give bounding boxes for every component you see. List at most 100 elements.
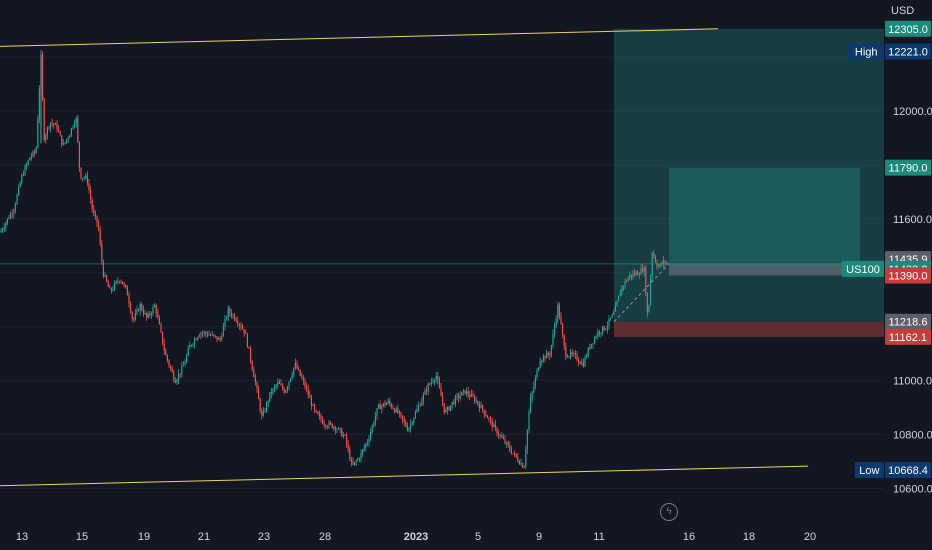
candle-body <box>461 391 463 396</box>
candle-body <box>440 387 442 397</box>
candle-body <box>150 313 152 315</box>
candle-body <box>350 459 352 462</box>
time-tick-label: 16 <box>683 531 695 543</box>
time-tick-label: 2023 <box>404 531 428 543</box>
candle-body <box>13 210 15 214</box>
candle-body <box>496 427 498 434</box>
candle-body <box>494 424 496 428</box>
candle-body <box>110 288 112 291</box>
candle-body <box>645 267 647 295</box>
price-axis[interactable]: 10600.0 10800.0 11000.0 11600.0 12000.0 <box>893 106 932 495</box>
candle-body <box>616 301 618 306</box>
candle-body <box>480 405 482 409</box>
candle-body <box>509 445 511 450</box>
candle-body <box>267 401 269 403</box>
price-tag-box <box>885 462 931 479</box>
candle-body <box>235 319 237 322</box>
candle-body <box>475 400 477 402</box>
candle-body <box>90 190 92 200</box>
candle-body <box>50 122 52 128</box>
candle-body <box>125 284 127 287</box>
candle-body <box>426 390 428 392</box>
candle-body <box>422 394 424 401</box>
candle-body <box>45 134 47 141</box>
candle-body <box>546 352 548 359</box>
candle-body <box>618 296 620 302</box>
candle-body <box>61 135 63 145</box>
candle-body <box>485 414 487 416</box>
candle-body <box>584 357 586 367</box>
candle-body <box>293 367 295 375</box>
candle-body <box>592 343 594 345</box>
candle-body <box>149 313 151 315</box>
price-tag-11790.0: 11790.0 <box>885 159 931 176</box>
candle-body <box>197 337 199 340</box>
candle-body <box>154 305 156 308</box>
candle-body <box>291 374 293 379</box>
candle-body <box>374 416 376 424</box>
candle-body <box>328 422 330 427</box>
candle-body <box>554 325 556 334</box>
candle-body <box>16 194 18 205</box>
price-tag-box <box>885 313 931 330</box>
candle-body <box>195 339 197 340</box>
candle-body <box>568 356 570 358</box>
time-tick-label: 20 <box>804 531 816 543</box>
candle-body <box>454 396 456 404</box>
price-tag-10668.4: 10668.4 Low <box>854 462 931 479</box>
candle-body <box>562 324 564 336</box>
candle-body <box>354 461 356 465</box>
candle-body <box>261 410 263 416</box>
candle-body <box>66 139 68 143</box>
candle-body <box>286 386 288 391</box>
candle-body <box>218 338 220 340</box>
candle-body <box>611 314 613 318</box>
candle-body <box>557 304 559 319</box>
candle-body <box>178 373 180 380</box>
candle-body <box>133 318 135 320</box>
candle-body <box>245 333 247 334</box>
candle-body <box>664 260 666 264</box>
candle-body <box>514 453 516 455</box>
candle-body <box>48 127 50 129</box>
price-tag-text: 11790.0 <box>889 163 928 175</box>
candle-body <box>406 426 408 431</box>
candle-body <box>234 315 236 320</box>
candle-body <box>582 362 584 367</box>
position-zones[interactable] <box>0 28 884 337</box>
candle-body <box>443 403 445 413</box>
lightning-icon[interactable]: ϟ <box>660 503 678 521</box>
candle-body <box>635 272 637 275</box>
candle-body <box>224 318 226 327</box>
candle-body <box>302 378 304 381</box>
candle-body <box>387 400 389 404</box>
candle-body <box>301 375 303 379</box>
price-tick-label: 12000.0 <box>893 106 932 118</box>
price-tag-text: 12305.0 <box>888 24 928 36</box>
candle-body <box>552 333 554 346</box>
candle-body <box>654 256 656 263</box>
candle-body <box>381 405 383 410</box>
price-tag-prefix: High <box>855 46 878 58</box>
candle-body <box>56 123 58 130</box>
candle-body <box>37 119 39 148</box>
candle-body <box>597 331 599 337</box>
time-axis[interactable]: 13 15 19 21 23 28 2023 5 9 11 16 18 20 <box>16 531 816 543</box>
candle-body <box>650 276 652 305</box>
candle-body <box>325 425 327 427</box>
candle-body <box>365 444 367 448</box>
trendlines[interactable] <box>0 28 809 487</box>
candle-body <box>358 458 360 460</box>
candle-body <box>309 395 311 398</box>
candle-body <box>410 423 412 428</box>
candle-body <box>587 347 589 357</box>
candle-body <box>539 361 541 368</box>
candle-body <box>0 230 2 233</box>
candle-body <box>450 405 452 411</box>
inner-position-loss-zone <box>669 263 860 276</box>
candle-body <box>547 352 549 355</box>
candle-body <box>640 267 642 275</box>
candle-body <box>78 141 80 168</box>
candle-body <box>408 427 410 431</box>
